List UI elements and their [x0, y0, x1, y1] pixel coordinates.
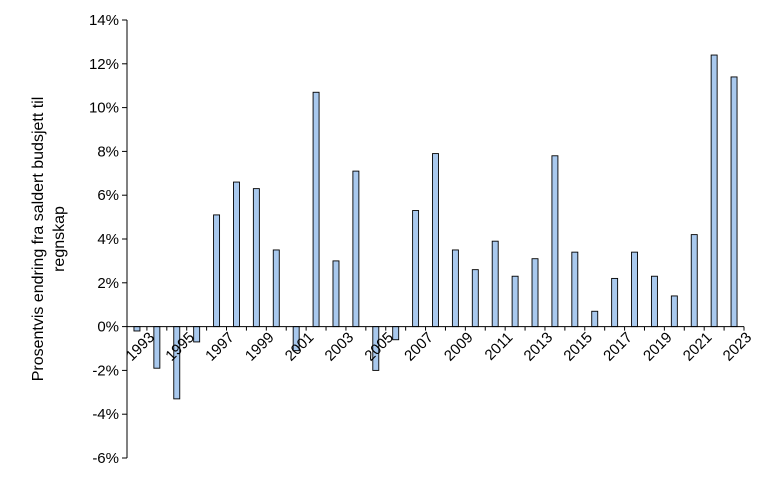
bar-1998 — [233, 181, 240, 328]
bar-2015 — [571, 251, 579, 328]
bar-2008 — [432, 153, 439, 328]
bar-2009 — [451, 249, 459, 328]
x-tick-label: 2023 — [720, 329, 756, 365]
bar-2019 — [650, 275, 658, 328]
x-tick-label: 1997 — [202, 329, 238, 365]
y-tick-label: 0% — [97, 319, 119, 336]
bar-2004 — [352, 170, 360, 328]
y-tick-label: 8% — [97, 143, 119, 160]
bar-2020 — [670, 295, 678, 328]
x-tick-label: 2017 — [600, 329, 636, 365]
x-tick-label: 2011 — [482, 329, 517, 364]
x-tick-label: 1993 — [123, 329, 159, 365]
x-tick-label: 2009 — [441, 329, 477, 365]
x-axis: 1993 1995 1997 1999 2001 2003 2005 2007 2009 2011… — [123, 326, 756, 365]
x-tick-label: 1999 — [242, 329, 278, 365]
bar-2017 — [611, 277, 619, 328]
bar-2018 — [631, 251, 638, 328]
bar-2014 — [551, 155, 559, 328]
bar-2000 — [272, 249, 280, 328]
y-tick-label: 6% — [97, 187, 119, 204]
x-tick-label: 2019 — [640, 329, 676, 365]
bar-1994 — [153, 326, 161, 369]
y-tick-label: -4% — [92, 406, 119, 423]
bar-2002 — [312, 91, 320, 328]
bar-2021 — [690, 234, 698, 328]
x-tick-label: 2001 — [282, 329, 318, 365]
y-tick-label: 12% — [89, 56, 119, 73]
bars-group — [133, 54, 738, 400]
bar-1999 — [252, 188, 260, 328]
bar-2007 — [412, 210, 420, 328]
bar-2023 — [730, 76, 738, 328]
y-tick-label: -6% — [92, 450, 119, 467]
bar-2003 — [332, 260, 340, 328]
bar-2016 — [591, 310, 599, 328]
x-tick-label: 2021 — [680, 329, 716, 365]
bar-2012 — [511, 275, 519, 328]
y-tick-label: 10% — [89, 100, 119, 117]
x-tick-label: 2015 — [560, 329, 596, 365]
y-axis-title-line-1: Prosentvis endring fra saldert budsjett … — [30, 97, 47, 382]
y-tick-label: 2% — [97, 275, 119, 292]
y-tick-label: -2% — [92, 362, 119, 379]
bar-2011 — [491, 240, 499, 328]
bar-2013 — [531, 258, 539, 328]
x-tick-label: 2003 — [322, 329, 358, 365]
bar-2010 — [471, 269, 479, 328]
y-tick-label: 4% — [97, 231, 119, 248]
y-tick-label: 14% — [89, 12, 119, 29]
x-tick-label: 2013 — [521, 329, 557, 365]
y-axis: -6% -4% -2% 0% 2% 4% 6% 8% 10% 12% 14% — [89, 12, 128, 467]
bar-2022 — [710, 54, 718, 328]
x-tick-label: 2007 — [401, 329, 437, 365]
bar-1993 — [133, 326, 141, 332]
y-axis-title-line-2: regnskap — [51, 206, 68, 272]
y-axis-title: Prosentvis endring fra saldert budsjett … — [30, 97, 68, 382]
bar-1997 — [213, 214, 221, 328]
